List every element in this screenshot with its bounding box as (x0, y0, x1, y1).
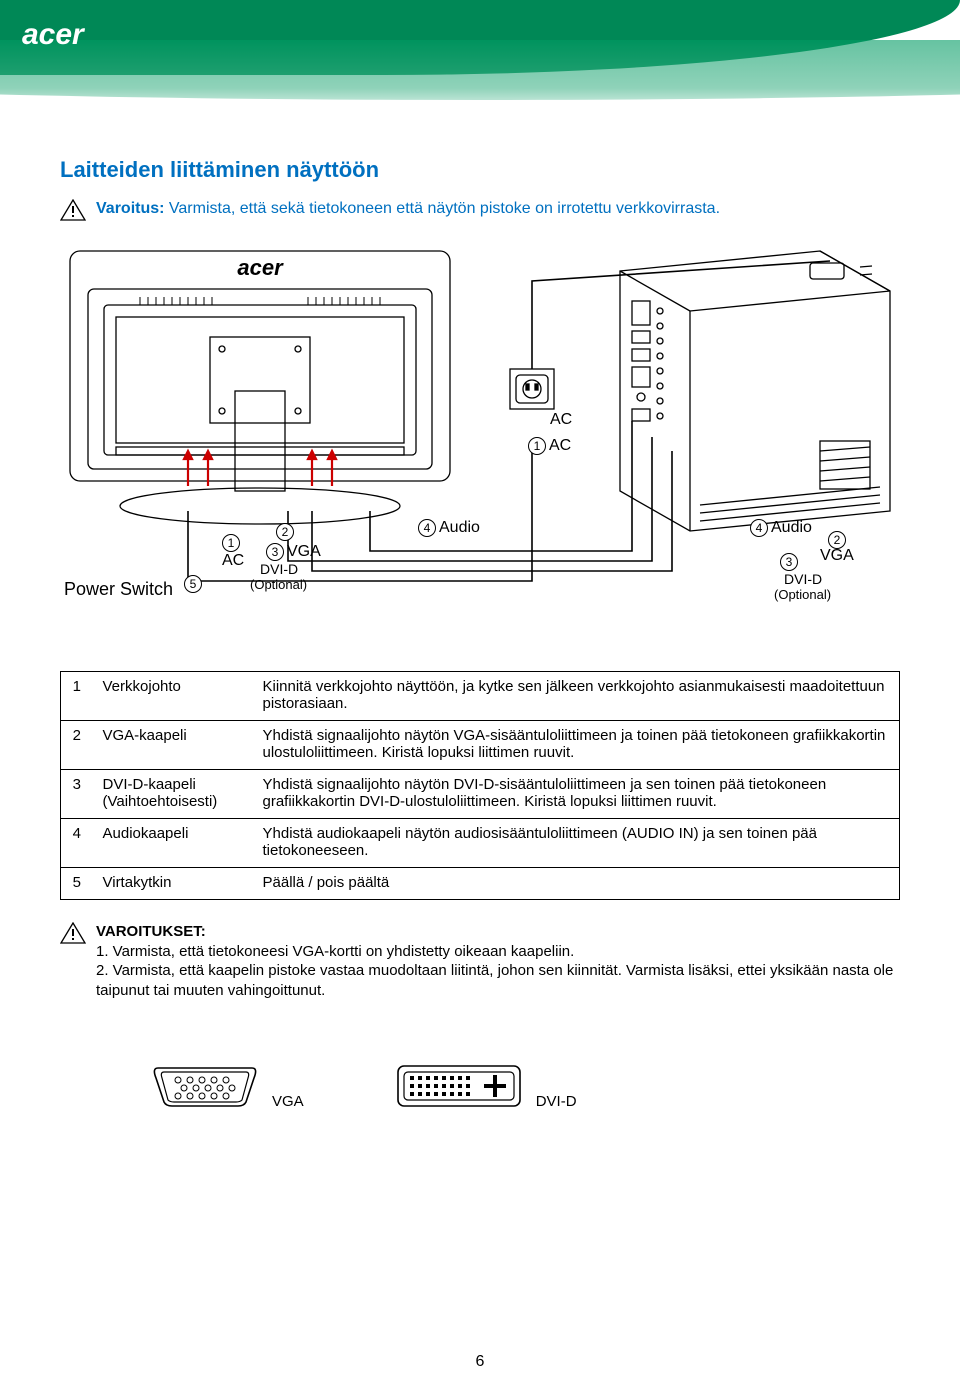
diagram-label-vga-l: 3VGA (266, 543, 321, 561)
warnings-block: VAROITUKSET: 1. Varmista, että tietokone… (60, 922, 900, 1000)
diagram-label-audio-num-l: 4Audio (418, 519, 480, 537)
diagram-label-vga-num-l: 2 (276, 523, 297, 541)
vga-connector: VGA (150, 1060, 304, 1110)
diagram-label-vga-r-num: 3 (780, 553, 801, 571)
connectors-row: VGA DVI-D (60, 1060, 900, 1110)
diagram-label-audio-r: 4Audio (750, 519, 812, 537)
vga-label: VGA (272, 1093, 304, 1110)
brand-logo: acer (22, 18, 132, 52)
table-row: 3 DVI-D-kaapeli (Vaihtoehtoisesti) Yhdis… (61, 770, 900, 819)
dvi-label: DVI-D (536, 1093, 577, 1110)
diagram-label-vga-r: VGA (820, 547, 854, 565)
dvi-connector: DVI-D (394, 1060, 577, 1110)
page-number: 6 (476, 1353, 485, 1371)
dvi-connector-icon (394, 1060, 524, 1110)
connection-table: 1 Verkkojohto Kiinnitä verkkojohto näytt… (60, 671, 900, 900)
diagram-label-power-num: 5 (184, 575, 205, 593)
warning-top: Varoitus: Varmista, että sekä tietokonee… (60, 199, 900, 221)
svg-text:acer: acer (237, 255, 284, 280)
warnings-item: 1. Varmista, että tietokoneesi VGA-kortt… (96, 942, 900, 962)
warning-icon (60, 922, 86, 944)
diagram-label-ac: AC (550, 411, 572, 429)
diagram-label-dvi-r: DVI-D (784, 571, 822, 587)
table-row: 5 Virtakytkin Päällä / pois päältä (61, 868, 900, 900)
section-title: Laitteiden liittäminen näyttöön (60, 157, 900, 183)
page-header: acer (0, 0, 960, 145)
diagram-label-dvi-l: DVI-D (260, 561, 298, 577)
diagram-label-opt-r: (Optional) (774, 587, 831, 602)
table-row: 4 Audiokaapeli Yhdistä audiokaapeli näyt… (61, 819, 900, 868)
diagram-label-ac-num: 1AC (528, 437, 571, 455)
warnings-item: 2. Varmista, että kaapelin pistoke vasta… (96, 961, 900, 1000)
vga-connector-icon (150, 1060, 260, 1110)
warnings-heading: VAROITUKSET: (96, 922, 900, 942)
warning-icon (60, 199, 86, 221)
warning-label: Varoitus: (96, 200, 164, 217)
diagram-label-power-switch: Power Switch (64, 579, 173, 600)
diagram-label-ac-left: 1AC (222, 534, 244, 570)
header-swoosh-curve (0, 40, 960, 120)
table-row: 2 VGA-kaapeli Yhdistä signaalijohto näyt… (61, 721, 900, 770)
diagram-label-opt-l: (Optional) (250, 577, 307, 592)
table-row: 1 Verkkojohto Kiinnitä verkkojohto näytt… (61, 672, 900, 721)
warning-text: Varmista, että sekä tietokoneen että näy… (169, 200, 720, 217)
connection-diagram: acer (60, 241, 900, 641)
